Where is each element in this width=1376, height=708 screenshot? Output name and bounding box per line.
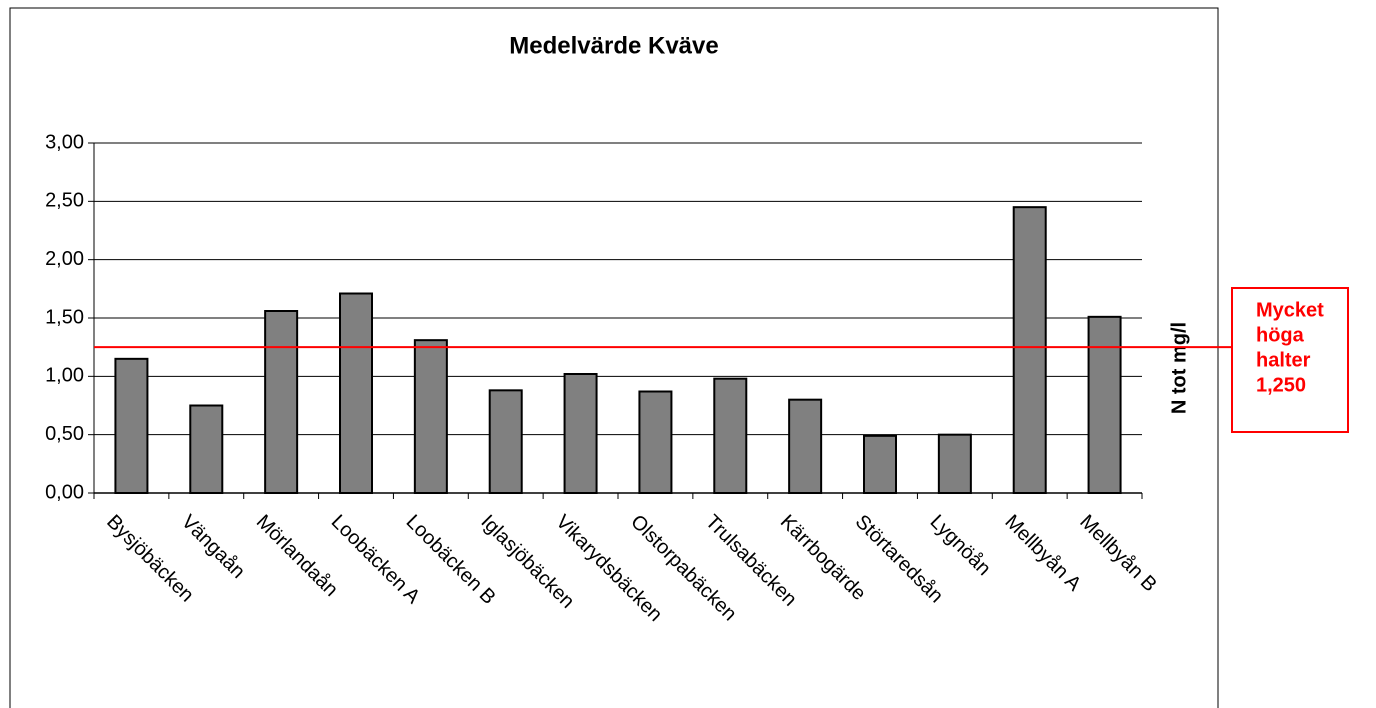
y-tick-label: 2,50 [45,190,84,212]
bar [488,389,523,495]
bar [937,433,972,494]
y-tick-label: 1,00 [45,365,84,387]
bar [339,292,373,494]
bar [413,339,448,494]
chart-title: Medelvärde Kväve [509,32,718,59]
y-tick-label: 0,50 [45,423,84,445]
bar [638,390,673,494]
threshold-box [1231,287,1349,433]
y-axis-label: N tot mg/l [1168,322,1190,414]
y-tick-label: 2,00 [45,248,84,270]
bar [788,398,823,494]
bar [114,357,149,495]
threshold-label: halter [1256,349,1311,371]
bar [189,404,224,494]
threshold-label: Mycket [1256,299,1324,321]
bar [1087,315,1122,495]
bar [713,377,748,494]
bar [1012,206,1047,495]
y-tick-label: 3,00 [45,131,84,153]
y-tick-label: 1,50 [45,306,84,328]
threshold-label: höga [1256,324,1305,346]
bar [264,310,299,494]
y-tick-label: 0,00 [45,481,84,503]
threshold-value-label: 1,250 [1256,374,1306,396]
bar [563,373,598,494]
bar [863,434,897,495]
